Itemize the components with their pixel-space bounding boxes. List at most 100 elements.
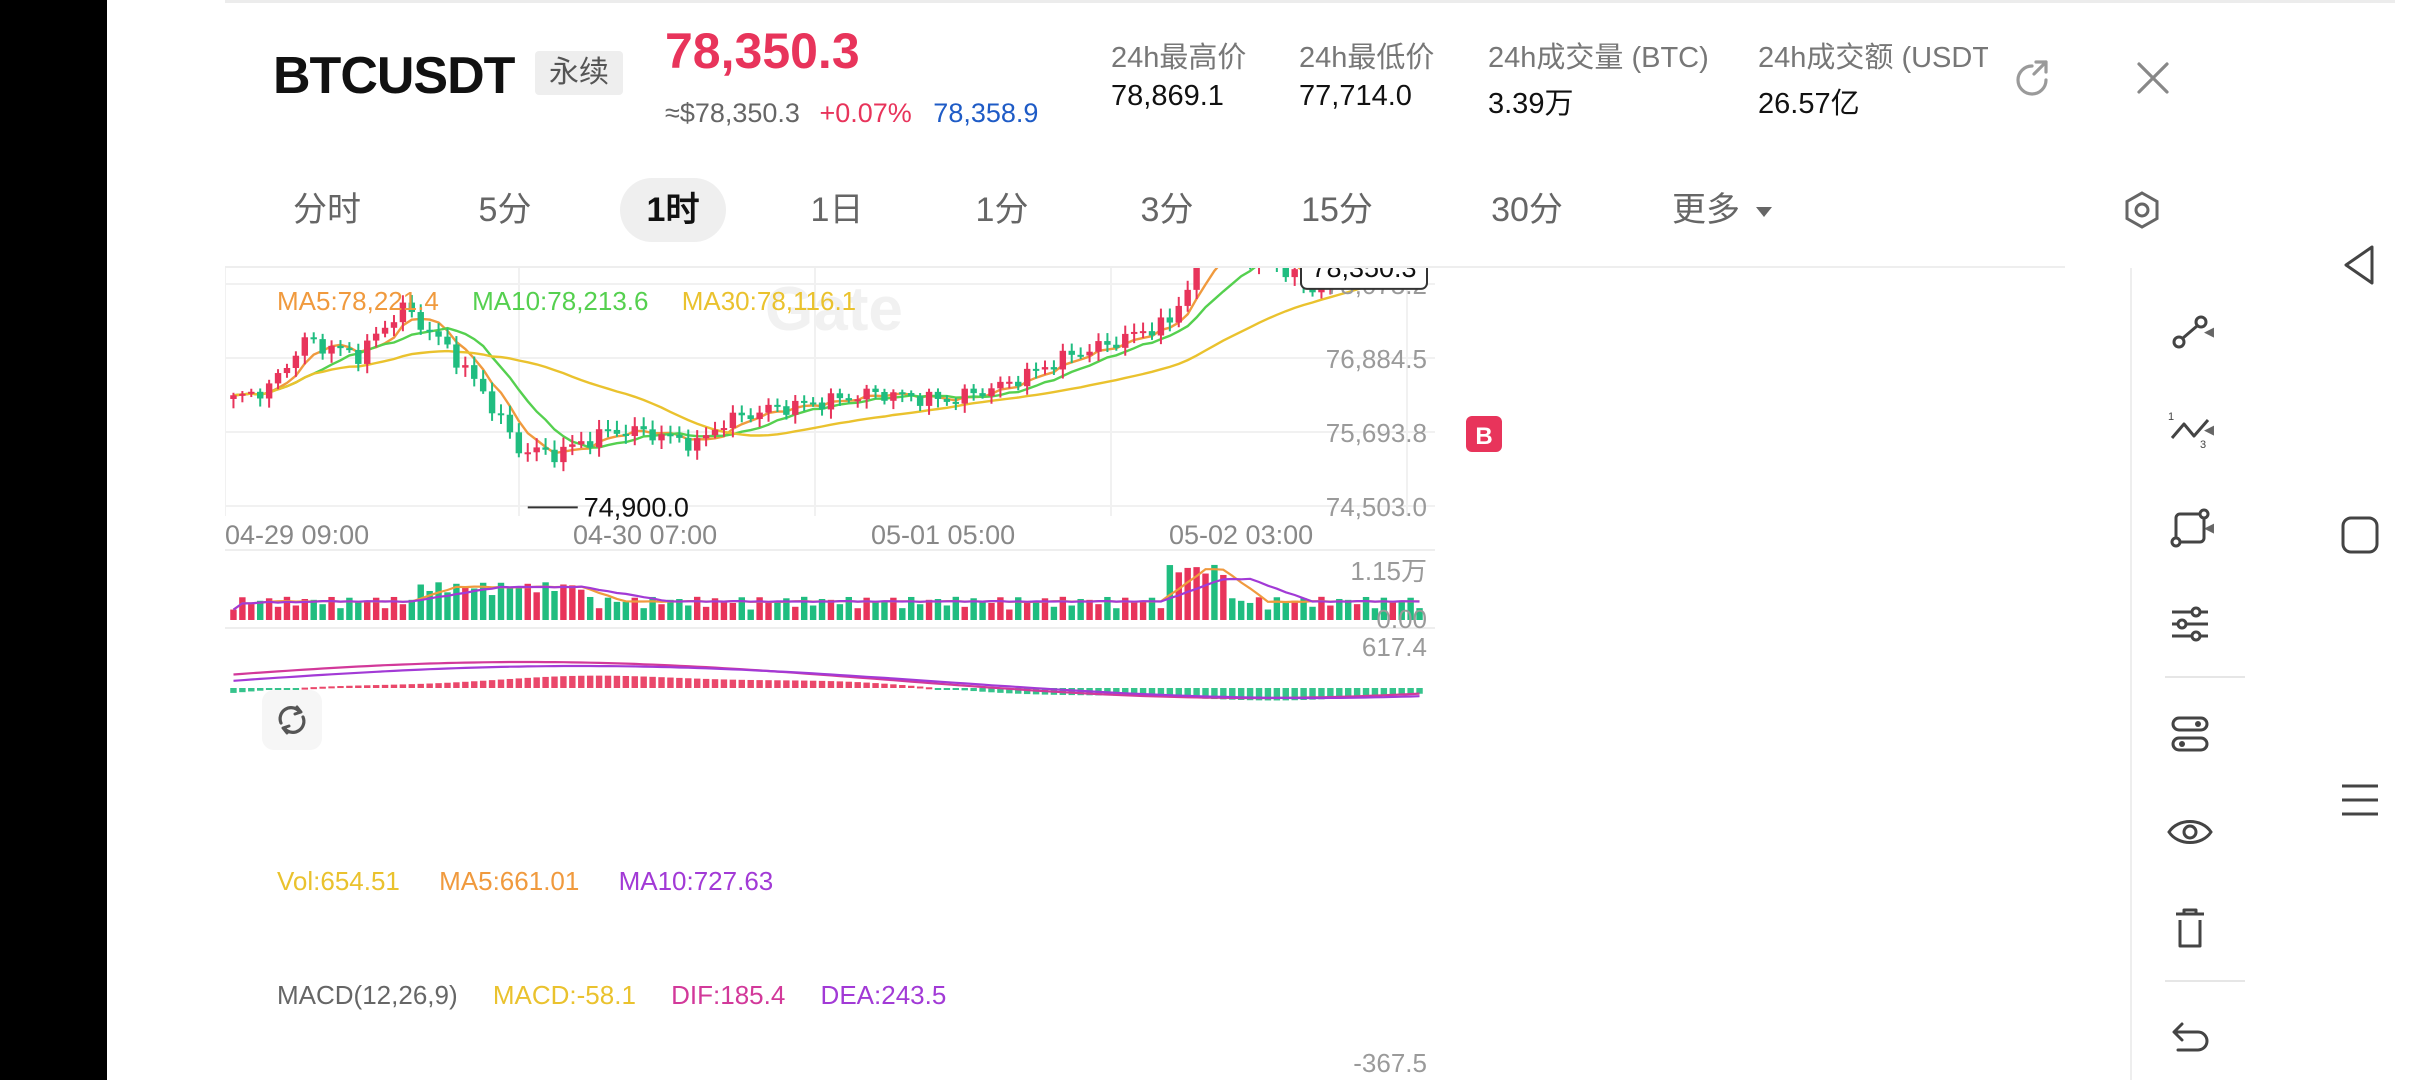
gate-watermark: Gate xyxy=(765,275,903,344)
volume-bar xyxy=(1318,596,1325,620)
nav-home-icon[interactable] xyxy=(2307,500,2412,570)
chart-markers: 78,350.378,869.174,900.0SB xyxy=(527,268,1502,522)
candle-body xyxy=(319,339,326,354)
macd-histogram-bar xyxy=(1300,688,1307,701)
top-strip xyxy=(225,0,2395,3)
macd-histogram-bar xyxy=(364,685,371,688)
macd-histogram-bar xyxy=(774,680,781,688)
volume-bar xyxy=(1300,598,1307,620)
candle-body xyxy=(471,365,478,379)
tab-30m[interactable]: 30分 xyxy=(1491,191,1563,229)
tab-1d[interactable]: 1日 xyxy=(810,191,864,229)
candle-body xyxy=(274,373,282,384)
drawing-settings-icon[interactable] xyxy=(2134,694,2246,774)
macd-histogram-bar xyxy=(417,683,424,688)
volume-bar xyxy=(952,596,960,620)
tab-5m[interactable]: 5分 xyxy=(478,191,532,229)
volume-bar xyxy=(399,604,407,620)
macd-histogram-bar xyxy=(230,688,237,693)
volume-bar xyxy=(551,590,558,620)
candle-body xyxy=(1282,268,1289,278)
volume-bar xyxy=(729,602,737,620)
macd-histogram-bar xyxy=(471,681,478,688)
volume-bar xyxy=(1407,597,1414,620)
candle-body xyxy=(381,327,389,334)
shape-tool-icon[interactable] xyxy=(2134,488,2246,568)
macd-histogram-bar xyxy=(444,682,451,688)
volume-bar xyxy=(649,596,656,620)
candle-body xyxy=(1166,317,1174,323)
volume-bar xyxy=(827,599,835,620)
volume-bar xyxy=(640,608,647,620)
candle-body xyxy=(899,392,906,395)
volume-bar xyxy=(1371,608,1379,620)
candle-body xyxy=(631,426,638,436)
candle-body xyxy=(667,434,674,437)
macd-histogram-bar xyxy=(453,682,460,688)
volume-panel: 1.15万 0.00 xyxy=(230,556,1427,634)
macd-histogram-bar xyxy=(381,684,389,688)
volume-bar xyxy=(569,585,576,620)
x-axis-tick-label: 04-29 09:00 xyxy=(225,520,369,550)
volume-bar xyxy=(854,608,861,620)
volume-bar xyxy=(720,600,728,620)
candle-body xyxy=(257,391,264,399)
nav-recents-icon[interactable] xyxy=(2307,765,2412,835)
mark-price: 78,358.9 xyxy=(933,98,1039,128)
tab-1m[interactable]: 1分 xyxy=(975,191,1029,229)
candle-body xyxy=(613,429,621,434)
macd-histogram-bar xyxy=(1264,688,1272,701)
volume-bar xyxy=(1130,601,1138,620)
delete-trash-icon[interactable] xyxy=(2134,888,2246,968)
macd-histogram-bar xyxy=(899,685,906,688)
macd-histogram-bar xyxy=(542,676,549,688)
undo-icon[interactable] xyxy=(2134,998,2246,1078)
candle-body xyxy=(479,378,487,392)
tab-1h[interactable]: 1时 xyxy=(620,178,726,242)
tab-time-share[interactable]: 分时 xyxy=(293,191,361,229)
macd-histogram-bar xyxy=(1309,688,1316,700)
volume-bar xyxy=(783,598,790,620)
macd-histogram-bar xyxy=(622,675,630,688)
indicator-settings-icon[interactable] xyxy=(2134,584,2246,664)
macd-histogram-bar xyxy=(462,681,469,688)
macd-histogram-bar xyxy=(934,688,942,690)
tab-15m[interactable]: 15分 xyxy=(1301,191,1373,229)
volume-bar xyxy=(711,598,719,620)
visibility-eye-icon[interactable] xyxy=(2134,792,2246,872)
macd-histogram-bar xyxy=(685,678,692,688)
macd-axis-min-label: -367.5 xyxy=(1353,1048,1427,1078)
candle-body xyxy=(765,404,772,413)
chart-toggle-icon[interactable] xyxy=(262,690,322,750)
macd-histogram-bar xyxy=(319,686,326,689)
candle-body xyxy=(988,388,995,397)
volume-bar xyxy=(1095,604,1102,620)
close-icon[interactable] xyxy=(2121,46,2185,110)
ma5-line xyxy=(233,268,1420,455)
volume-bar xyxy=(1237,600,1245,620)
macd-histogram-bar xyxy=(613,675,621,688)
volume-bar xyxy=(1104,596,1111,620)
tab-3m[interactable]: 3分 xyxy=(1140,191,1194,229)
chart-settings-gear-icon[interactable] xyxy=(2110,178,2174,242)
volume-bar xyxy=(471,588,478,620)
macd-histogram-bar xyxy=(854,682,861,688)
volume-bar xyxy=(595,608,603,620)
nav-back-icon[interactable] xyxy=(2307,230,2412,300)
legend-vol-ma10: MA10:727.63 xyxy=(618,866,774,896)
macd-histogram-bar xyxy=(890,684,897,688)
volume-bar xyxy=(435,582,442,620)
macd-histogram-bar xyxy=(1407,688,1414,695)
kline-chart[interactable]: Gate 79,266.078,075.276,884.575,693.874,… xyxy=(225,268,2185,1080)
share-icon[interactable] xyxy=(2004,50,2060,106)
line-tool-icon[interactable] xyxy=(2134,292,2246,372)
tab-more[interactable]: 更多 xyxy=(1672,178,1802,242)
last-price: 78,350.3 xyxy=(665,23,860,79)
macd-histogram-bar xyxy=(1211,688,1218,700)
stat-value-low: 77,714.0 xyxy=(1299,80,1412,112)
candle-body xyxy=(658,434,665,441)
legend-vol-ma5: MA5:661.01 xyxy=(439,866,580,896)
volume-bar xyxy=(1362,596,1370,620)
svg-text:3: 3 xyxy=(2200,439,2206,451)
